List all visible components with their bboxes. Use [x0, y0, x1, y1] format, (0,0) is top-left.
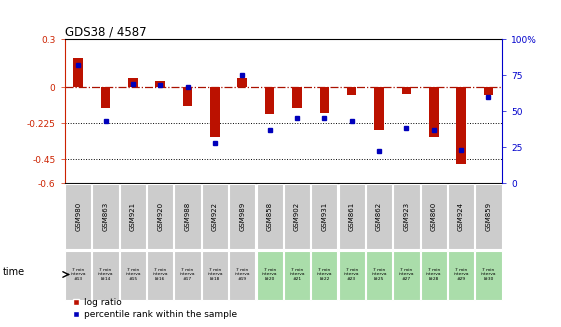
Text: GSM862: GSM862	[376, 202, 382, 231]
Text: 7 min
interva
l#25: 7 min interva l#25	[371, 268, 387, 281]
Bar	[366, 251, 392, 300]
Text: 7 min
interva
#21: 7 min interva #21	[289, 268, 305, 281]
Bar	[338, 251, 365, 300]
Text: 7 min
interva
l#20: 7 min interva l#20	[262, 268, 277, 281]
Text: GSM922: GSM922	[212, 202, 218, 231]
Bar	[256, 184, 283, 250]
Text: GSM924: GSM924	[458, 202, 464, 231]
Text: 7 min
interva
#13: 7 min interva #13	[71, 268, 86, 281]
Bar	[147, 184, 173, 250]
Bar	[320, 87, 329, 113]
Bar	[421, 251, 447, 300]
Text: GSM923: GSM923	[403, 202, 410, 231]
Text: 7 min
interva
l#16: 7 min interva l#16	[153, 268, 168, 281]
Bar	[256, 251, 283, 300]
Text: 7 min
interva
#29: 7 min interva #29	[453, 268, 469, 281]
Bar	[202, 251, 228, 300]
Bar	[119, 184, 146, 250]
Text: 7 min
interva
#17: 7 min interva #17	[180, 268, 195, 281]
Bar	[284, 251, 310, 300]
Bar	[475, 251, 502, 300]
Bar	[65, 251, 91, 300]
Text: 7 min
interva
l#28: 7 min interva l#28	[426, 268, 442, 281]
Text: GSM931: GSM931	[321, 202, 327, 231]
Text: 7 min
interva
l#30: 7 min interva l#30	[481, 268, 496, 281]
Text: 7 min
interva
l#14: 7 min interva l#14	[98, 268, 113, 281]
Bar	[393, 251, 420, 300]
Text: GSM861: GSM861	[349, 202, 355, 231]
Bar	[265, 87, 274, 114]
Text: GSM858: GSM858	[266, 202, 273, 231]
Bar	[202, 184, 228, 250]
Text: GSM989: GSM989	[240, 202, 245, 231]
Bar	[456, 87, 466, 164]
Text: 7 min
interva
#27: 7 min interva #27	[399, 268, 414, 281]
Text: 7 min
interva
l#22: 7 min interva l#22	[316, 268, 332, 281]
Bar	[374, 87, 384, 130]
Text: 7 min
interva
#23: 7 min interva #23	[344, 268, 360, 281]
Legend: log ratio, percentile rank within the sample: log ratio, percentile rank within the sa…	[69, 295, 241, 322]
Text: 7 min
interva
#19: 7 min interva #19	[234, 268, 250, 281]
Bar	[128, 77, 137, 87]
Bar	[183, 87, 192, 106]
Bar	[402, 87, 411, 94]
Bar	[292, 87, 302, 108]
Text: GSM902: GSM902	[294, 202, 300, 231]
Bar	[237, 77, 247, 87]
Bar	[311, 184, 338, 250]
Bar	[347, 87, 356, 95]
Bar	[311, 251, 338, 300]
Bar	[174, 251, 201, 300]
Bar	[65, 184, 91, 250]
Text: GSM859: GSM859	[485, 202, 491, 231]
Bar	[393, 184, 420, 250]
Text: GSM988: GSM988	[185, 202, 191, 231]
Bar	[448, 184, 474, 250]
Text: time: time	[3, 267, 25, 277]
Bar	[155, 81, 165, 87]
Bar	[93, 251, 119, 300]
Bar	[229, 251, 255, 300]
Bar	[338, 184, 365, 250]
Text: GSM920: GSM920	[157, 202, 163, 231]
Bar	[93, 184, 119, 250]
Text: GSM921: GSM921	[130, 202, 136, 231]
Bar	[119, 251, 146, 300]
Text: GSM863: GSM863	[103, 202, 108, 231]
Bar	[429, 87, 439, 137]
Bar	[448, 251, 474, 300]
Text: GSM980: GSM980	[75, 202, 81, 231]
Bar	[101, 87, 111, 108]
Bar	[475, 184, 502, 250]
Bar	[366, 184, 392, 250]
Text: GDS38 / 4587: GDS38 / 4587	[65, 25, 146, 38]
Text: 7 min
interva
#15: 7 min interva #15	[125, 268, 141, 281]
Bar	[210, 87, 220, 137]
Bar	[73, 59, 83, 87]
Text: 7 min
interva
l#18: 7 min interva l#18	[207, 268, 223, 281]
Bar	[484, 87, 493, 95]
Bar	[174, 184, 201, 250]
Bar	[421, 184, 447, 250]
Bar	[147, 251, 173, 300]
Text: GSM860: GSM860	[431, 202, 436, 231]
Bar	[284, 184, 310, 250]
Bar	[229, 184, 255, 250]
